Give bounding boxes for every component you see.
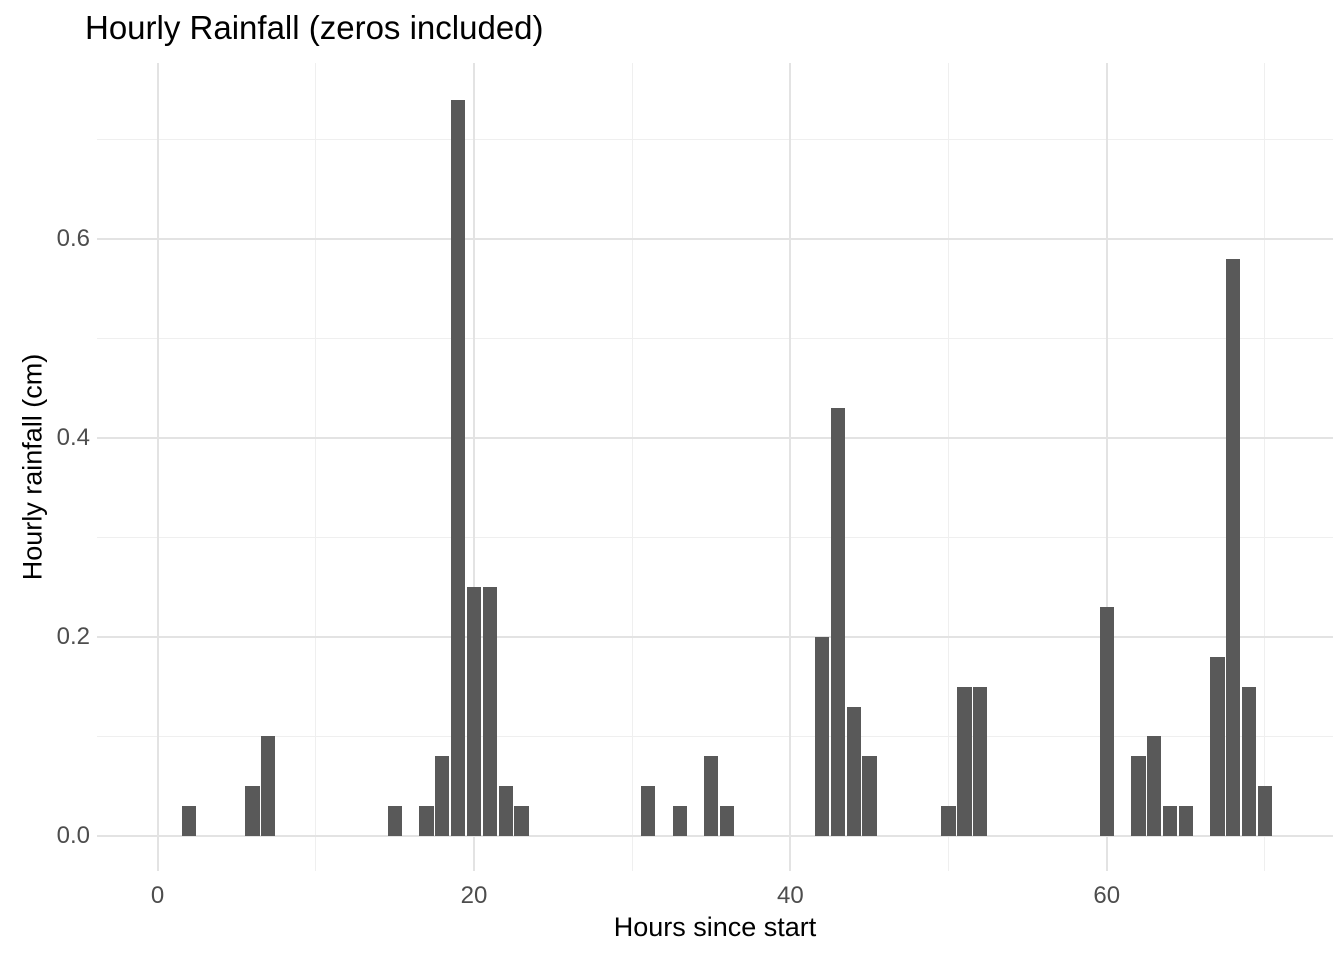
gridline-minor-x bbox=[1264, 63, 1266, 871]
bar-hour-31 bbox=[640, 786, 656, 836]
bar-hour-19 bbox=[451, 99, 466, 836]
bar-hour-23 bbox=[514, 806, 529, 836]
gridline-major-y bbox=[97, 437, 1333, 440]
bar-hour-51 bbox=[957, 686, 972, 836]
bar-hour-65 bbox=[1178, 806, 1193, 836]
bar-hour-42 bbox=[814, 637, 830, 836]
bar-hour-43 bbox=[830, 408, 845, 836]
bar-hour-67 bbox=[1210, 656, 1225, 836]
y-tick-label: 0.6 bbox=[56, 225, 90, 253]
bar-hour-15 bbox=[387, 806, 402, 836]
bar-hour-44 bbox=[846, 706, 861, 836]
bar-hour-17 bbox=[419, 806, 434, 836]
y-tick-label: 0.2 bbox=[56, 623, 90, 651]
bar-hour-50 bbox=[941, 806, 956, 836]
bar-hour-21 bbox=[482, 587, 497, 836]
gridline-minor-y bbox=[97, 735, 1333, 737]
bar-hour-35 bbox=[704, 756, 719, 836]
bar-hour-63 bbox=[1147, 736, 1162, 836]
gridline-major-x bbox=[789, 63, 792, 871]
bar-hour-70 bbox=[1257, 786, 1273, 836]
gridline-minor-x bbox=[948, 63, 950, 871]
gridline-minor-x bbox=[631, 63, 633, 871]
bar-hour-45 bbox=[862, 756, 877, 836]
bar-hour-22 bbox=[498, 786, 513, 836]
gridline-minor-y bbox=[97, 139, 1333, 141]
gridline-major-x bbox=[156, 63, 159, 871]
y-tick-label: 0.0 bbox=[56, 821, 90, 849]
gridline-minor-y bbox=[97, 537, 1333, 539]
x-tick-label: 60 bbox=[1093, 882, 1121, 909]
y-tick-label: 0.4 bbox=[56, 424, 90, 452]
x-tick-label: 0 bbox=[150, 882, 165, 909]
bar-hour-18 bbox=[435, 756, 450, 836]
gridline-major-x bbox=[1105, 63, 1108, 871]
plot-panel bbox=[97, 63, 1333, 871]
bar-hour-7 bbox=[261, 736, 276, 836]
bar-hour-20 bbox=[466, 587, 482, 836]
bar-hour-2 bbox=[182, 806, 197, 836]
gridline-major-x bbox=[472, 63, 475, 871]
gridline-major-y bbox=[97, 636, 1333, 639]
bar-hour-69 bbox=[1242, 686, 1257, 836]
chart-title: Hourly Rainfall (zeros included) bbox=[85, 9, 544, 46]
bar-hour-60 bbox=[1099, 607, 1114, 836]
bar-hour-6 bbox=[245, 786, 260, 836]
bar-hour-62 bbox=[1131, 756, 1146, 836]
y-axis-title: Hourly rainfall (cm) bbox=[17, 353, 48, 581]
x-tick-label: 20 bbox=[460, 882, 488, 909]
gridline-major-y bbox=[97, 834, 1333, 837]
bar-hour-36 bbox=[719, 806, 735, 836]
gridline-major-y bbox=[97, 238, 1333, 241]
bar-hour-52 bbox=[973, 686, 988, 836]
gridline-minor-y bbox=[97, 338, 1333, 340]
gridline-minor-x bbox=[315, 63, 317, 871]
x-tick-label: 40 bbox=[777, 882, 804, 909]
bar-hour-64 bbox=[1162, 806, 1178, 836]
x-axis-title: Hours since start bbox=[613, 912, 817, 942]
bar-hour-68 bbox=[1226, 258, 1241, 836]
bar-hour-33 bbox=[672, 806, 687, 836]
